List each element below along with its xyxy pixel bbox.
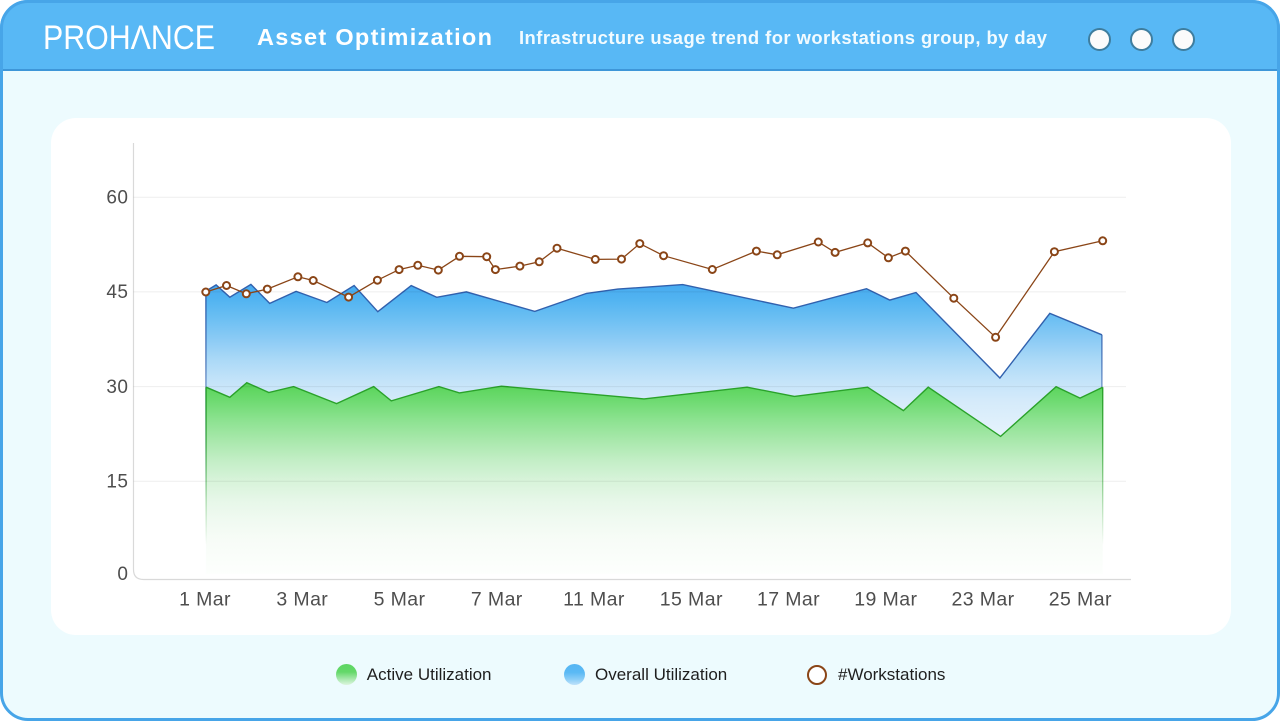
- svg-text:25 Mar: 25 Mar: [1049, 589, 1112, 611]
- svg-text:1 Mar: 1 Mar: [179, 589, 231, 611]
- svg-text:7 Mar: 7 Mar: [471, 589, 523, 611]
- svg-text:15 Mar: 15 Mar: [660, 589, 723, 611]
- svg-text:23 Mar: 23 Mar: [951, 589, 1014, 611]
- svg-text:17 Mar: 17 Mar: [757, 589, 820, 611]
- svg-text:15: 15: [106, 472, 128, 493]
- svg-text:60: 60: [106, 188, 128, 209]
- svg-text:3 Mar: 3 Mar: [276, 589, 328, 611]
- svg-text:11 Mar: 11 Mar: [563, 589, 625, 611]
- svg-text:30: 30: [106, 377, 128, 398]
- svg-text:19 Mar: 19 Mar: [854, 589, 917, 611]
- svg-text:0: 0: [117, 564, 128, 585]
- svg-text:45: 45: [106, 282, 128, 303]
- svg-text:5 Mar: 5 Mar: [374, 589, 426, 611]
- svg-text:PROHΛNCE: PROHΛNCE: [43, 22, 215, 52]
